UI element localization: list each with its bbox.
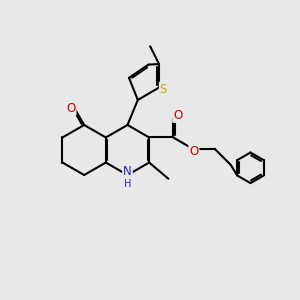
Text: O: O — [66, 102, 76, 115]
Text: S: S — [160, 82, 167, 95]
Text: H: H — [124, 179, 131, 189]
Text: O: O — [173, 109, 182, 122]
Text: N: N — [123, 165, 132, 178]
Text: O: O — [189, 145, 199, 158]
